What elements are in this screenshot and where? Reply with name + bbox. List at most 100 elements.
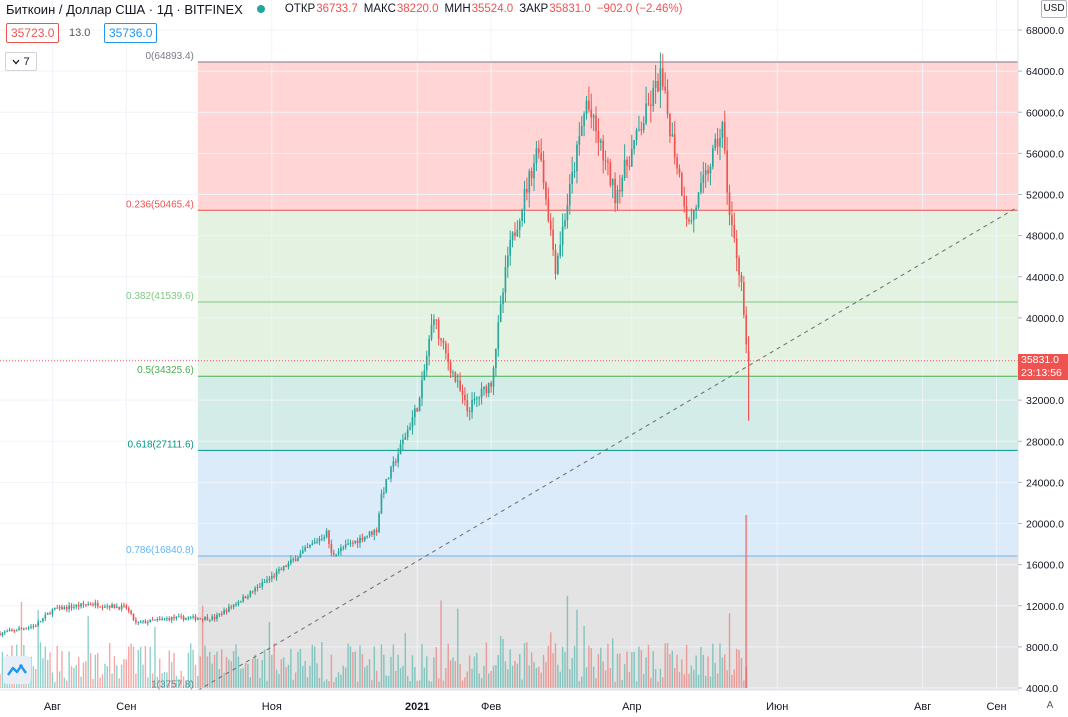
- volume-bar: [75, 665, 78, 688]
- volume-bar: [676, 654, 678, 688]
- volume-bar: [650, 677, 652, 688]
- fib-level-label: 0.236(50465.4): [126, 199, 194, 210]
- candle-body: [218, 614, 221, 615]
- candle-body: [268, 578, 271, 581]
- time-tick-label: Сен: [116, 701, 136, 713]
- volume-bar: [1, 651, 4, 688]
- candle-body: [411, 417, 414, 428]
- volume-bar: [280, 659, 283, 688]
- candle-body: [473, 398, 476, 400]
- candle-body: [607, 160, 609, 163]
- volume-bar: [137, 649, 139, 688]
- candle-body: [354, 540, 357, 543]
- volume-bar: [337, 672, 340, 688]
- volume-bar: [690, 665, 693, 688]
- candle-body: [58, 606, 61, 609]
- candle-body: [294, 559, 297, 561]
- volume-bar: [190, 643, 192, 688]
- volume-bar: [130, 643, 132, 688]
- time-tick-label: Июн: [766, 701, 788, 713]
- candle-body: [63, 607, 66, 610]
- volume-bar: [361, 654, 364, 688]
- candle-body: [535, 148, 538, 163]
- volume-bar: [194, 664, 197, 688]
- volume-bar: [299, 648, 302, 688]
- price-tick-label: 64000.0: [1026, 66, 1064, 78]
- candle-body: [714, 138, 717, 149]
- candle-body: [518, 220, 521, 230]
- candle-body: [697, 192, 700, 208]
- candle-body: [249, 591, 252, 597]
- auto-scale-button[interactable]: A: [1046, 700, 1054, 711]
- candle-body: [468, 411, 471, 413]
- volume-bar: [476, 652, 478, 688]
- volume-bar: [378, 681, 380, 688]
- indicators-toggle-button[interactable]: 7: [5, 52, 37, 71]
- candle-body: [137, 621, 140, 623]
- volume-bar: [595, 678, 597, 688]
- volume-bar: [175, 675, 178, 688]
- volume-bar: [285, 667, 287, 688]
- candle-body: [509, 240, 512, 256]
- volume-bar: [278, 674, 280, 688]
- volume-bar: [311, 644, 314, 688]
- volume-bar: [426, 656, 428, 688]
- price-tick-label: 60000.0: [1026, 107, 1064, 119]
- volume-bar: [719, 643, 721, 688]
- candle-body: [175, 616, 178, 619]
- volume-bar: [600, 647, 602, 688]
- volume-bar: [697, 674, 700, 688]
- volume-bar: [349, 646, 352, 688]
- volume-bar: [724, 654, 726, 688]
- candle-body: [645, 103, 647, 124]
- candle-body: [497, 322, 500, 349]
- candle-body: [37, 621, 39, 627]
- candle-body: [580, 126, 583, 136]
- volume-bar: [471, 668, 473, 688]
- currency-button[interactable]: USD: [1041, 0, 1067, 18]
- candle-body: [654, 80, 657, 88]
- volume-bar: [685, 644, 688, 688]
- candle-body: [430, 324, 433, 339]
- volume-bar: [733, 669, 736, 688]
- buy-button[interactable]: 35736.0: [104, 23, 158, 43]
- tradingview-logo-icon[interactable]: [3, 656, 31, 684]
- sell-button[interactable]: 35723.0: [6, 23, 60, 43]
- candle-body: [316, 541, 318, 543]
- candle-body: [707, 170, 709, 174]
- time-axis: Авг Сен Ноя 2021 Фев Апр Июн Авг Сен: [0, 689, 1018, 717]
- volume-bar: [87, 615, 89, 688]
- volume-bar: [306, 677, 309, 688]
- candle-body: [254, 587, 256, 592]
- candle-body: [361, 537, 364, 541]
- candle-body: [49, 613, 51, 615]
- volume-bar: [695, 655, 697, 688]
- volume-bar: [354, 651, 356, 688]
- volume-bar: [49, 652, 51, 688]
- volume-bar: [740, 657, 743, 688]
- volume-bar: [597, 654, 600, 688]
- candle-body: [6, 631, 8, 633]
- volume-bar: [557, 664, 559, 688]
- candle-body: [156, 618, 159, 620]
- candle-body: [135, 619, 137, 623]
- candle-body: [502, 292, 504, 305]
- price-tick-label: 44000.0: [1026, 272, 1064, 284]
- fib-level-label: 0.786(16840.8): [126, 545, 194, 556]
- candle-body: [192, 616, 194, 618]
- candle-body: [650, 104, 652, 107]
- volume-bar: [70, 666, 73, 688]
- candle-body: [695, 207, 697, 211]
- symbol-title[interactable]: Биткоин / Доллар США · 1Д · BITFINEX: [6, 1, 243, 17]
- candle-body: [499, 304, 502, 323]
- candle-body: [242, 596, 245, 602]
- candle-body: [728, 192, 731, 216]
- volume-bar: [42, 658, 44, 688]
- volume-bar: [304, 661, 306, 688]
- candle-body: [504, 266, 507, 293]
- fib-zone: [197, 376, 1018, 451]
- candle-body: [149, 619, 152, 623]
- volume-bar: [626, 651, 628, 688]
- volume-bar: [359, 645, 361, 688]
